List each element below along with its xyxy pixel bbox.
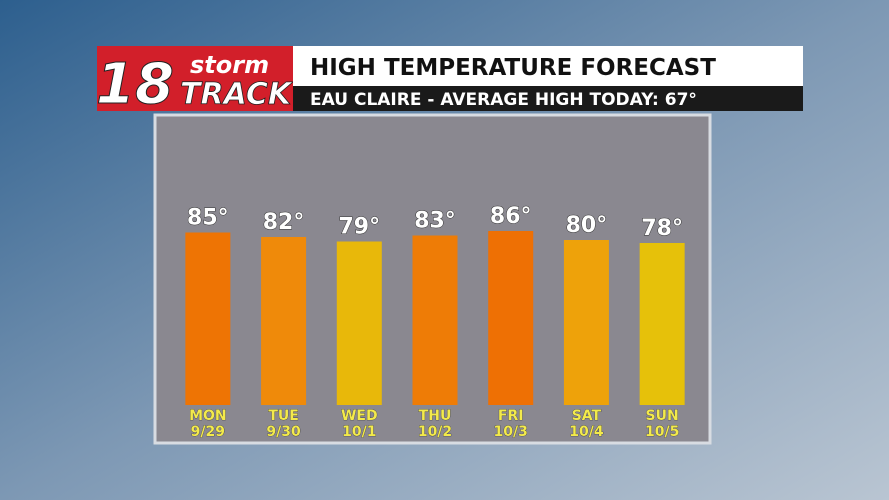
title-bar	[293, 46, 803, 86]
bar	[336, 241, 382, 405]
day-label: TUE	[268, 408, 298, 424]
chart-title: HIGH TEMPERATURE FORECAST	[310, 55, 716, 81]
value-label: 83°	[414, 209, 456, 234]
subtitle-bar	[293, 86, 803, 111]
day-label: WED	[341, 408, 378, 424]
value-label: 85°	[187, 206, 229, 231]
day-label: THU	[419, 408, 452, 424]
day-label: MON	[189, 408, 227, 424]
value-label: 80°	[566, 213, 608, 238]
value-label: 86°	[490, 204, 532, 229]
logo-bottom: TRACK	[180, 77, 294, 112]
bar	[412, 235, 458, 405]
bar	[639, 243, 685, 405]
bar	[563, 240, 609, 405]
date-label: 9/29	[191, 424, 225, 440]
value-label: 79°	[338, 215, 380, 240]
date-label: 10/2	[418, 424, 452, 440]
logo-top: storm	[190, 51, 269, 79]
bar	[185, 232, 231, 405]
value-label: 82°	[263, 210, 305, 235]
day-label: FRI	[498, 408, 524, 424]
day-label: SAT	[572, 408, 602, 424]
bar	[261, 237, 307, 405]
bar	[488, 231, 534, 405]
date-label: 10/1	[342, 424, 376, 440]
date-label: 10/3	[494, 424, 528, 440]
date-label: 10/4	[569, 424, 604, 440]
date-label: 9/30	[266, 424, 301, 440]
logo-box	[97, 46, 293, 111]
logo-number: 18	[96, 52, 174, 117]
day-label: SUN	[646, 408, 679, 424]
date-label: 10/5	[645, 424, 679, 440]
chart-subtitle: EAU CLAIRE - AVERAGE HIGH TODAY: 67°	[310, 90, 697, 110]
value-label: 78°	[641, 216, 683, 241]
